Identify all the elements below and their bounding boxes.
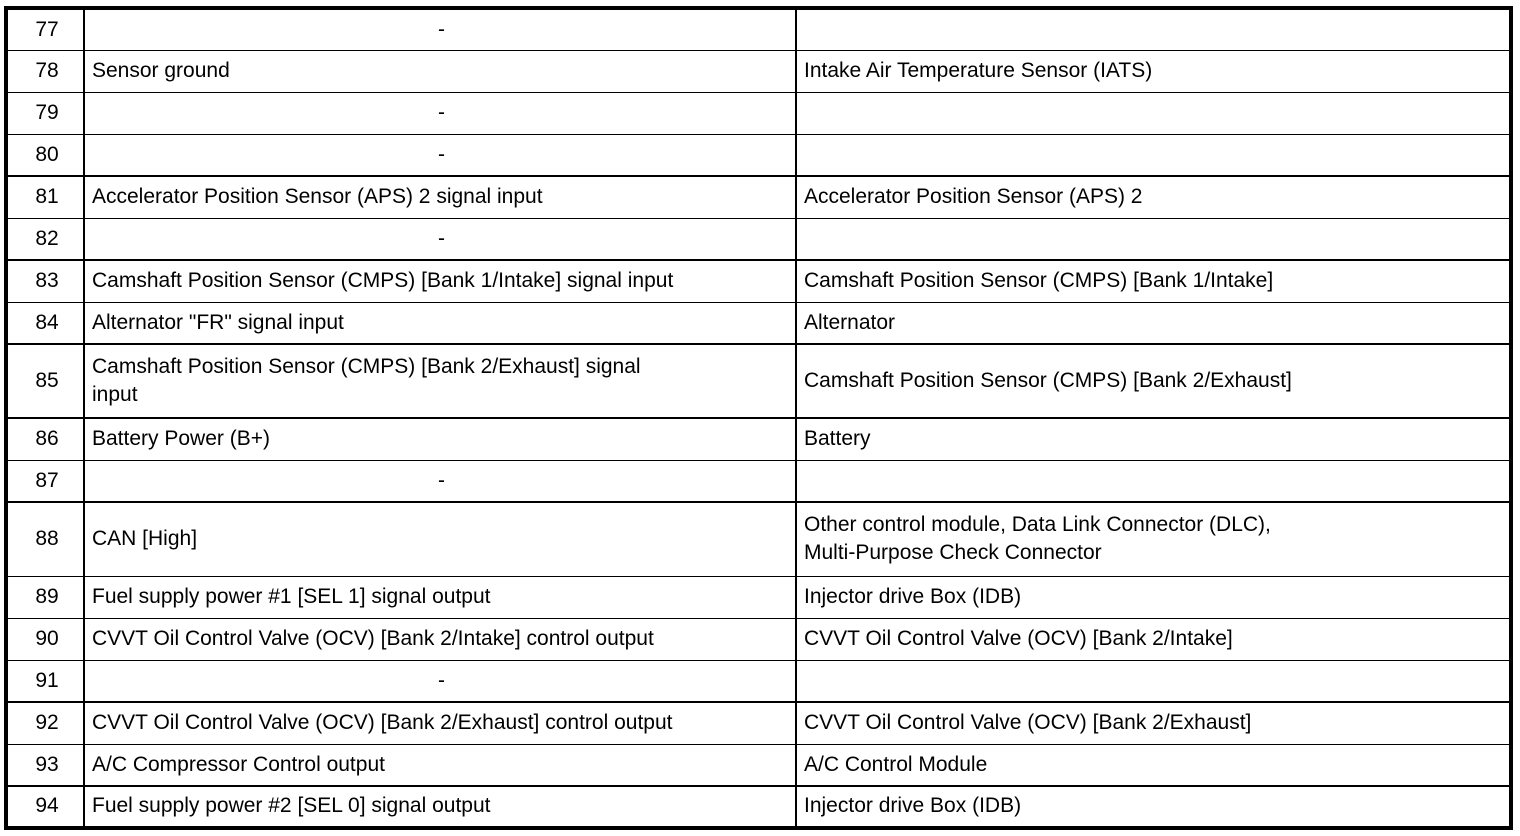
function-cell: Alternator "FR" signal input [83, 301, 797, 345]
table-row: 86 Battery Power (B+) Battery [5, 417, 1512, 461]
connected-to-cell: Injector drive Box (IDB) [795, 785, 1512, 829]
function-cell: - [83, 659, 797, 703]
connected-to-cell: Camshaft Position Sensor (CMPS) [Bank 2/… [795, 343, 1512, 419]
pin-number: 83 [5, 259, 85, 303]
table-row: 80 - [5, 133, 1512, 177]
table-row: 89 Fuel supply power #1 [SEL 1] signal o… [5, 575, 1512, 619]
pin-number: 86 [5, 417, 85, 461]
table-row: 83 Camshaft Position Sensor (CMPS) [Bank… [5, 259, 1512, 303]
pin-number: 93 [5, 743, 85, 787]
function-cell: - [83, 7, 797, 51]
pin-number: 80 [5, 133, 85, 177]
function-cell: Accelerator Position Sensor (APS) 2 sign… [83, 175, 797, 219]
pin-number: 89 [5, 575, 85, 619]
pin-number: 84 [5, 301, 85, 345]
function-cell: Camshaft Position Sensor (CMPS) [Bank 1/… [83, 259, 797, 303]
table-row: 93 A/C Compressor Control output A/C Con… [5, 743, 1512, 787]
pin-number: 85 [5, 343, 85, 419]
function-cell: Fuel supply power #1 [SEL 1] signal outp… [83, 575, 797, 619]
table-row: 92 CVVT Oil Control Valve (OCV) [Bank 2/… [5, 701, 1512, 745]
pin-number: 82 [5, 217, 85, 261]
table-row: 77 - [5, 7, 1512, 51]
pin-function-table: 77 - 78 Sensor ground Intake Air Tempera… [4, 6, 1513, 830]
pin-number: 78 [5, 49, 85, 93]
connected-to-cell: Alternator [795, 301, 1512, 345]
connected-to-cell [795, 7, 1512, 51]
connected-to-cell [795, 459, 1512, 503]
function-cell: - [83, 133, 797, 177]
connected-to-cell [795, 91, 1512, 135]
connected-to-cell [795, 659, 1512, 703]
pin-number: 79 [5, 91, 85, 135]
table-row: 91 - [5, 659, 1512, 703]
connected-to-cell [795, 133, 1512, 177]
table-row: 88 CAN [High] Other control module, Data… [5, 501, 1512, 577]
function-cell: - [83, 459, 797, 503]
connected-to-cell: Injector drive Box (IDB) [795, 575, 1512, 619]
connected-to-cell: A/C Control Module [795, 743, 1512, 787]
table-row: 85 Camshaft Position Sensor (CMPS) [Bank… [5, 343, 1512, 419]
function-cell: Battery Power (B+) [83, 417, 797, 461]
pin-number: 91 [5, 659, 85, 703]
pin-number: 88 [5, 501, 85, 577]
function-cell: Fuel supply power #2 [SEL 0] signal outp… [83, 785, 797, 829]
connected-to-cell: CVVT Oil Control Valve (OCV) [Bank 2/Exh… [795, 701, 1512, 745]
connected-to-cell: Intake Air Temperature Sensor (IATS) [795, 49, 1512, 93]
function-cell: CVVT Oil Control Valve (OCV) [Bank 2/Int… [83, 617, 797, 661]
function-cell: Camshaft Position Sensor (CMPS) [Bank 2/… [83, 343, 797, 419]
pin-number: 87 [5, 459, 85, 503]
table-row: 94 Fuel supply power #2 [SEL 0] signal o… [5, 785, 1512, 829]
table-row: 84 Alternator "FR" signal input Alternat… [5, 301, 1512, 345]
connected-to-cell: Camshaft Position Sensor (CMPS) [Bank 1/… [795, 259, 1512, 303]
table-row: 79 - [5, 91, 1512, 135]
connected-to-cell: CVVT Oil Control Valve (OCV) [Bank 2/Int… [795, 617, 1512, 661]
pin-number: 90 [5, 617, 85, 661]
function-cell: - [83, 217, 797, 261]
table-row: 78 Sensor ground Intake Air Temperature … [5, 49, 1512, 93]
table-row: 82 - [5, 217, 1512, 261]
connected-to-cell: Accelerator Position Sensor (APS) 2 [795, 175, 1512, 219]
pin-number: 81 [5, 175, 85, 219]
table-row: 87 - [5, 459, 1512, 503]
function-cell: - [83, 91, 797, 135]
table-row: 81 Accelerator Position Sensor (APS) 2 s… [5, 175, 1512, 219]
connected-to-cell: Battery [795, 417, 1512, 461]
connected-to-cell [795, 217, 1512, 261]
pin-number: 77 [5, 7, 85, 51]
table-row: 90 CVVT Oil Control Valve (OCV) [Bank 2/… [5, 617, 1512, 661]
pin-number: 94 [5, 785, 85, 829]
function-cell: CVVT Oil Control Valve (OCV) [Bank 2/Exh… [83, 701, 797, 745]
function-cell: CAN [High] [83, 501, 797, 577]
pin-number: 92 [5, 701, 85, 745]
function-cell: Sensor ground [83, 49, 797, 93]
page: { "table": { "rows": [ { "pin": "77", "f… [0, 6, 1520, 836]
function-cell: A/C Compressor Control output [83, 743, 797, 787]
connected-to-cell: Other control module, Data Link Connecto… [795, 501, 1512, 577]
